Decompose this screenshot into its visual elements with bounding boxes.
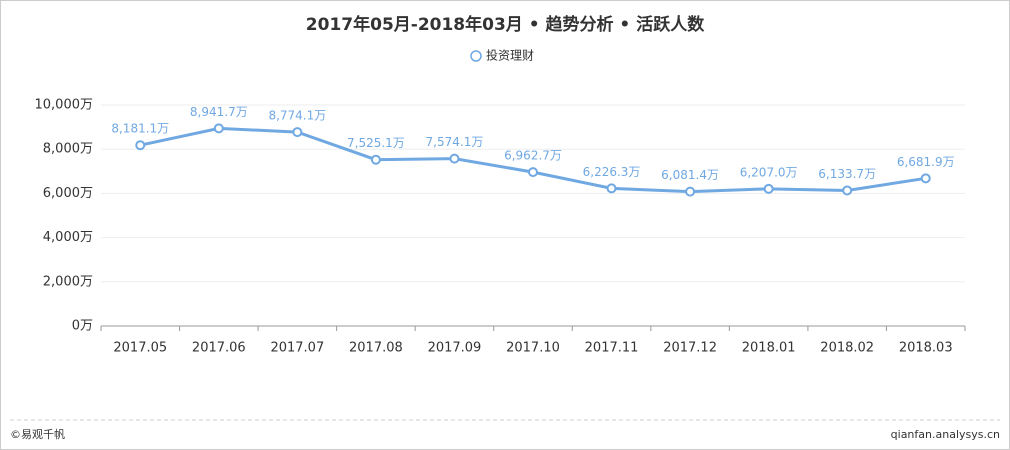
point bbox=[449, 153, 460, 164]
data-label: 6,962.7万 bbox=[504, 149, 562, 163]
data-label: 8,774.1万 bbox=[268, 109, 326, 123]
x-tick-label: 2017.12 bbox=[663, 341, 717, 356]
data-label: 6,226.3万 bbox=[583, 165, 641, 179]
point bbox=[685, 186, 696, 197]
x-tick-label: 2018.03 bbox=[899, 341, 953, 356]
point bbox=[135, 140, 146, 151]
footer-left: ©易观千帆 bbox=[10, 427, 65, 441]
y-tick-label: 8,000万 bbox=[43, 142, 93, 157]
point bbox=[606, 183, 617, 194]
data-label: 6,207.0万 bbox=[740, 165, 798, 179]
y-tick-label: 4,000万 bbox=[43, 230, 93, 245]
legend-label[interactable]: 投资理财 bbox=[486, 48, 534, 63]
point bbox=[920, 173, 931, 184]
x-tick-label: 2017.07 bbox=[270, 341, 324, 356]
point bbox=[213, 123, 224, 134]
data-label: 6,133.7万 bbox=[818, 167, 876, 181]
x-tick-label: 2017.11 bbox=[585, 341, 639, 356]
x-tick-label: 2017.09 bbox=[428, 341, 482, 356]
point bbox=[370, 154, 381, 165]
y-tick-label: 0万 bbox=[72, 319, 93, 334]
data-label: 7,525.1万 bbox=[347, 136, 405, 150]
y-tick-label: 2,000万 bbox=[43, 274, 93, 289]
point bbox=[292, 127, 303, 138]
x-tick-label: 2018.02 bbox=[820, 341, 874, 356]
x-tick-label: 2017.10 bbox=[506, 341, 560, 356]
y-tick-label: 6,000万 bbox=[43, 186, 93, 201]
x-tick-label: 2017.08 bbox=[349, 341, 403, 356]
chart-title: 2017年05月-2018年03月 • 趋势分析 • 活跃人数 bbox=[306, 14, 705, 35]
x-tick-label: 2017.06 bbox=[192, 341, 246, 356]
x-tick-label: 2018.01 bbox=[742, 341, 796, 356]
data-label: 6,681.9万 bbox=[897, 155, 955, 169]
legend-marker bbox=[470, 50, 482, 62]
data-label: 8,181.1万 bbox=[111, 122, 169, 136]
x-tick-label: 2017.05 bbox=[113, 341, 167, 356]
data-label: 6,081.4万 bbox=[661, 168, 719, 182]
point bbox=[763, 183, 774, 194]
point bbox=[842, 185, 853, 196]
data-label: 8,941.7万 bbox=[190, 105, 248, 119]
data-label: 7,574.1万 bbox=[426, 135, 484, 149]
footer-right: qianfan.analysys.cn bbox=[891, 428, 1000, 441]
point bbox=[528, 167, 538, 178]
y-tick-label: 10,000万 bbox=[35, 98, 94, 113]
